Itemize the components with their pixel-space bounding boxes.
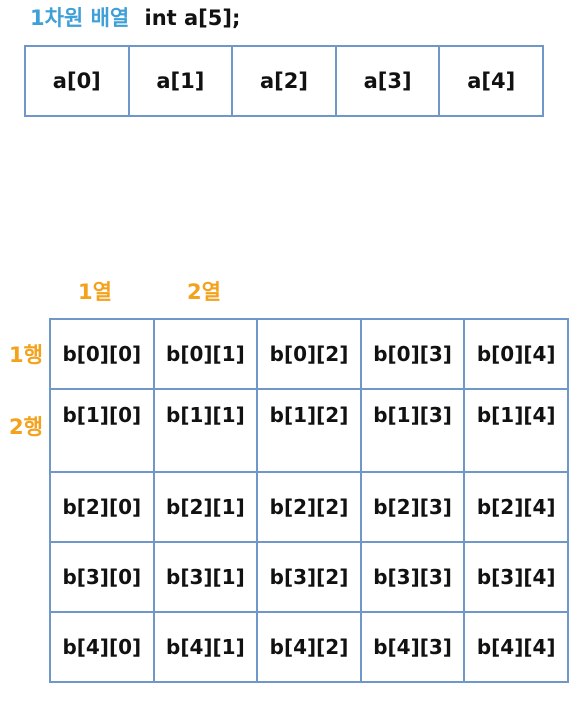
array-b-grid: b[0][0] b[0][1] b[0][2] b[0][3] b[0][4] … [49,318,569,683]
array-b-row: b[0][0] b[0][1] b[0][2] b[0][3] b[0][4] [49,318,569,390]
array-b-cell: b[2][1] [152,471,259,543]
array-a-cell: a[3] [334,45,441,117]
array-b-cell: b[4][1] [152,611,259,683]
array-b-cell: b[0][3] [359,318,466,390]
array-a-row: a[0] a[1] a[2] a[3] a[4] [24,45,544,117]
array-b-cell: b[0][2] [256,318,362,390]
array-b-cell: b[0][1] [152,318,259,390]
array-b-cell: b[2][3] [359,471,466,543]
column-label-1: 1열 [78,280,112,304]
array-b-row: b[4][0] b[4][1] b[4][2] b[4][3] b[4][4] [49,611,569,683]
array-a-cell: a[2] [231,45,337,117]
row-label-2: 2행 [9,415,43,439]
array-a-grid: a[0] a[1] a[2] a[3] a[4] [24,45,544,117]
array-b-cell: b[2][0] [49,471,155,543]
array-b-cell: b[2][4] [463,471,569,543]
array-b-cell: b[1][3] [359,388,466,473]
array-b-cell: b[3][0] [49,541,155,613]
array-b-row: b[3][0] b[3][1] b[3][2] b[3][3] b[3][4] [49,541,569,613]
array-b-cell: b[3][2] [256,541,362,613]
array-b-cell: b[4][0] [49,611,155,683]
row-label-1: 1행 [9,343,43,367]
array-b-cell: b[1][1] [152,388,259,473]
title-code: int a[5]; [144,6,241,30]
array-b-cell: b[4][2] [256,611,362,683]
array-b-cell: b[3][1] [152,541,259,613]
title-korean: 1차원 배열 [30,6,130,30]
array-b-cell: b[3][3] [359,541,466,613]
array-a-cell: a[4] [438,45,544,117]
array-a-cell: a[0] [24,45,130,117]
array-b-cell: b[0][4] [463,318,569,390]
array-b-cell: b[3][4] [463,541,569,613]
array-b-cell: b[0][0] [49,318,155,390]
array-b-cell: b[4][3] [359,611,466,683]
diagram-title: 1차원 배열 int a[5]; [30,4,240,32]
array-a-cell: a[1] [127,45,234,117]
array-b-row: b[1][0] b[1][1] b[1][2] b[1][3] b[1][4] [49,388,569,473]
column-label-2: 2열 [187,280,221,304]
array-b-cell: b[1][4] [463,388,569,473]
array-b-row: b[2][0] b[2][1] b[2][2] b[2][3] b[2][4] [49,471,569,543]
array-b-cell: b[4][4] [463,611,569,683]
array-b-cell: b[1][2] [256,388,362,473]
array-b-cell: b[2][2] [256,471,362,543]
array-b-cell: b[1][0] [49,388,155,473]
